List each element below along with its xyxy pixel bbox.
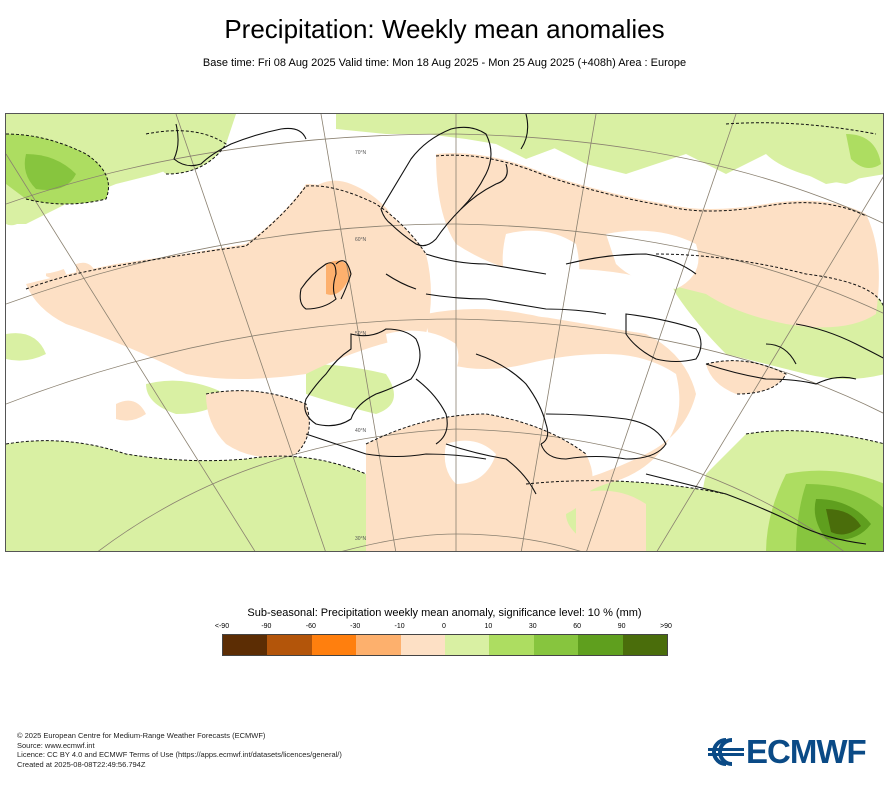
legend-swatch-6 xyxy=(489,635,534,655)
legend-swatch-4 xyxy=(400,635,445,655)
europe-precipitation-map: 70°N 60°N 50°N 40°N 30°N xyxy=(5,113,884,552)
legend-swatch-3 xyxy=(356,635,401,655)
neutral-areas xyxy=(6,230,699,484)
legend-tick: -30 xyxy=(350,623,361,630)
legend-swatch-8 xyxy=(578,635,623,655)
legend-tick: <-90 xyxy=(214,623,230,630)
legend-ticks: <-90 -90 -60 -30 -10 0 10 30 60 90 >90 xyxy=(0,623,889,633)
footer-licence: Licence: CC BY 4.0 and ECMWF Terms of Us… xyxy=(17,750,342,759)
legend-swatch-1 xyxy=(267,635,312,655)
legend-swatch-2 xyxy=(311,635,357,655)
legend-tick: >90 xyxy=(660,623,672,630)
significance-contours xyxy=(6,122,883,495)
ecmwf-logo-icon xyxy=(708,738,744,766)
lat-label-70: 70°N xyxy=(355,150,367,156)
legend-swatch-9 xyxy=(622,635,667,655)
legend-tick: 30 xyxy=(528,623,537,630)
legend-tick: 60 xyxy=(573,623,582,630)
legend-swatch-0 xyxy=(223,635,268,655)
chart-subtitle: Base time: Fri 08 Aug 2025 Valid time: M… xyxy=(202,57,687,69)
map-canvas: 70°N 60°N 50°N 40°N 30°N xyxy=(6,114,883,551)
ecmwf-logo: ECMWF xyxy=(706,733,867,771)
legend-tick: 10 xyxy=(484,623,493,630)
chart-title: Precipitation: Weekly mean anomalies xyxy=(224,14,665,44)
legend-tick: 0 xyxy=(442,623,446,630)
lat-label-30: 30°N xyxy=(355,536,367,542)
positive-anomaly-areas xyxy=(6,114,883,551)
lat-label-60: 60°N xyxy=(355,237,367,243)
coastlines xyxy=(173,114,883,545)
lat-label-50: 50°N xyxy=(355,331,367,337)
legend-tick: -90 xyxy=(261,623,272,630)
legend-swatch-5 xyxy=(444,635,490,655)
legend-title: Sub-seasonal: Precipitation weekly mean … xyxy=(247,607,642,619)
footer-source: Source: www.ecmwf.int xyxy=(17,740,95,750)
legend-tick: -60 xyxy=(305,623,316,630)
legend-color-bar xyxy=(222,634,668,656)
legend-tick: 90 xyxy=(617,623,626,630)
legend-swatch-7 xyxy=(533,635,579,655)
ecmwf-logo-text: ECMWF xyxy=(746,733,867,770)
map-graticule xyxy=(6,114,883,551)
footer-credits: © 2025 European Centre for Medium-Range … xyxy=(17,731,342,769)
footer-copyright: © 2025 European Centre for Medium-Range … xyxy=(17,731,266,740)
footer-created: Created at 2025-08-08T22:49:56.794Z xyxy=(17,759,146,769)
legend-tick: -10 xyxy=(394,623,405,630)
lat-label-40: 40°N xyxy=(355,428,367,434)
